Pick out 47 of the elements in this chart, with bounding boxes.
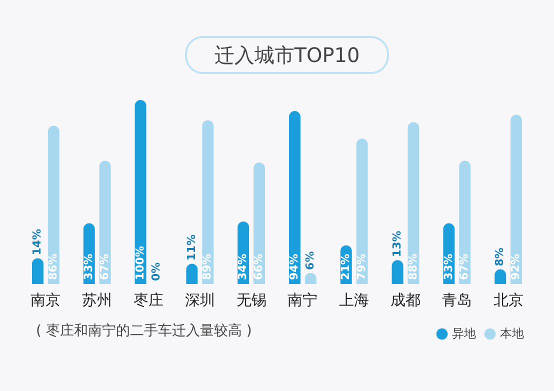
data-label: 33% — [442, 254, 455, 280]
bar — [392, 260, 404, 284]
x-tick-label: 北京 — [493, 290, 524, 309]
data-label: 11% — [184, 234, 198, 261]
bar — [99, 160, 111, 284]
data-label: 79% — [354, 254, 368, 280]
x-tick-label: 深圳 — [184, 290, 215, 309]
data-label: 34% — [236, 254, 250, 280]
data-label: 86% — [46, 254, 60, 280]
legend-label: 异地 — [452, 326, 476, 340]
data-label: 8% — [493, 248, 506, 266]
x-tick-label: 苏州 — [82, 290, 112, 309]
data-label: 33% — [82, 254, 95, 280]
data-label: 21% — [338, 254, 352, 280]
bar — [356, 138, 368, 284]
data-label: 88% — [406, 254, 420, 280]
bar — [202, 120, 214, 284]
bar — [459, 160, 471, 284]
x-tick-label: 枣庄 — [134, 290, 164, 309]
data-label: 0% — [149, 262, 162, 281]
data-label: 67% — [458, 254, 471, 280]
bar — [288, 111, 300, 284]
x-tick-label: 青岛 — [442, 290, 472, 309]
x-tick-label: 无锡 — [236, 290, 266, 309]
legend-label: 本地 — [500, 326, 524, 340]
data-label: 92% — [509, 254, 522, 280]
x-tick-label: 南京 — [30, 290, 61, 309]
bar — [134, 100, 146, 284]
data-label: 14% — [30, 228, 44, 256]
x-tick-label: 上海 — [339, 290, 370, 309]
bar — [32, 258, 44, 284]
bar — [186, 264, 198, 284]
bar — [48, 126, 60, 284]
data-label: 89% — [200, 254, 214, 280]
bar — [510, 114, 522, 284]
data-label: 100% — [133, 246, 146, 280]
bar — [408, 122, 420, 284]
chart-title: 迁入城市TOP10 — [185, 36, 389, 74]
data-label: 94% — [288, 254, 301, 280]
bar — [254, 162, 266, 284]
x-tick-label: 南宁 — [288, 290, 318, 309]
x-tick-label: 成都 — [390, 290, 420, 309]
text: ( 枣庄和南宁的二手车迁入量较高 ) — [36, 322, 252, 340]
data-label: 66% — [252, 254, 266, 280]
data-label: 13% — [390, 230, 404, 258]
data-label: 6% — [304, 251, 317, 270]
data-label: 67% — [98, 254, 111, 280]
